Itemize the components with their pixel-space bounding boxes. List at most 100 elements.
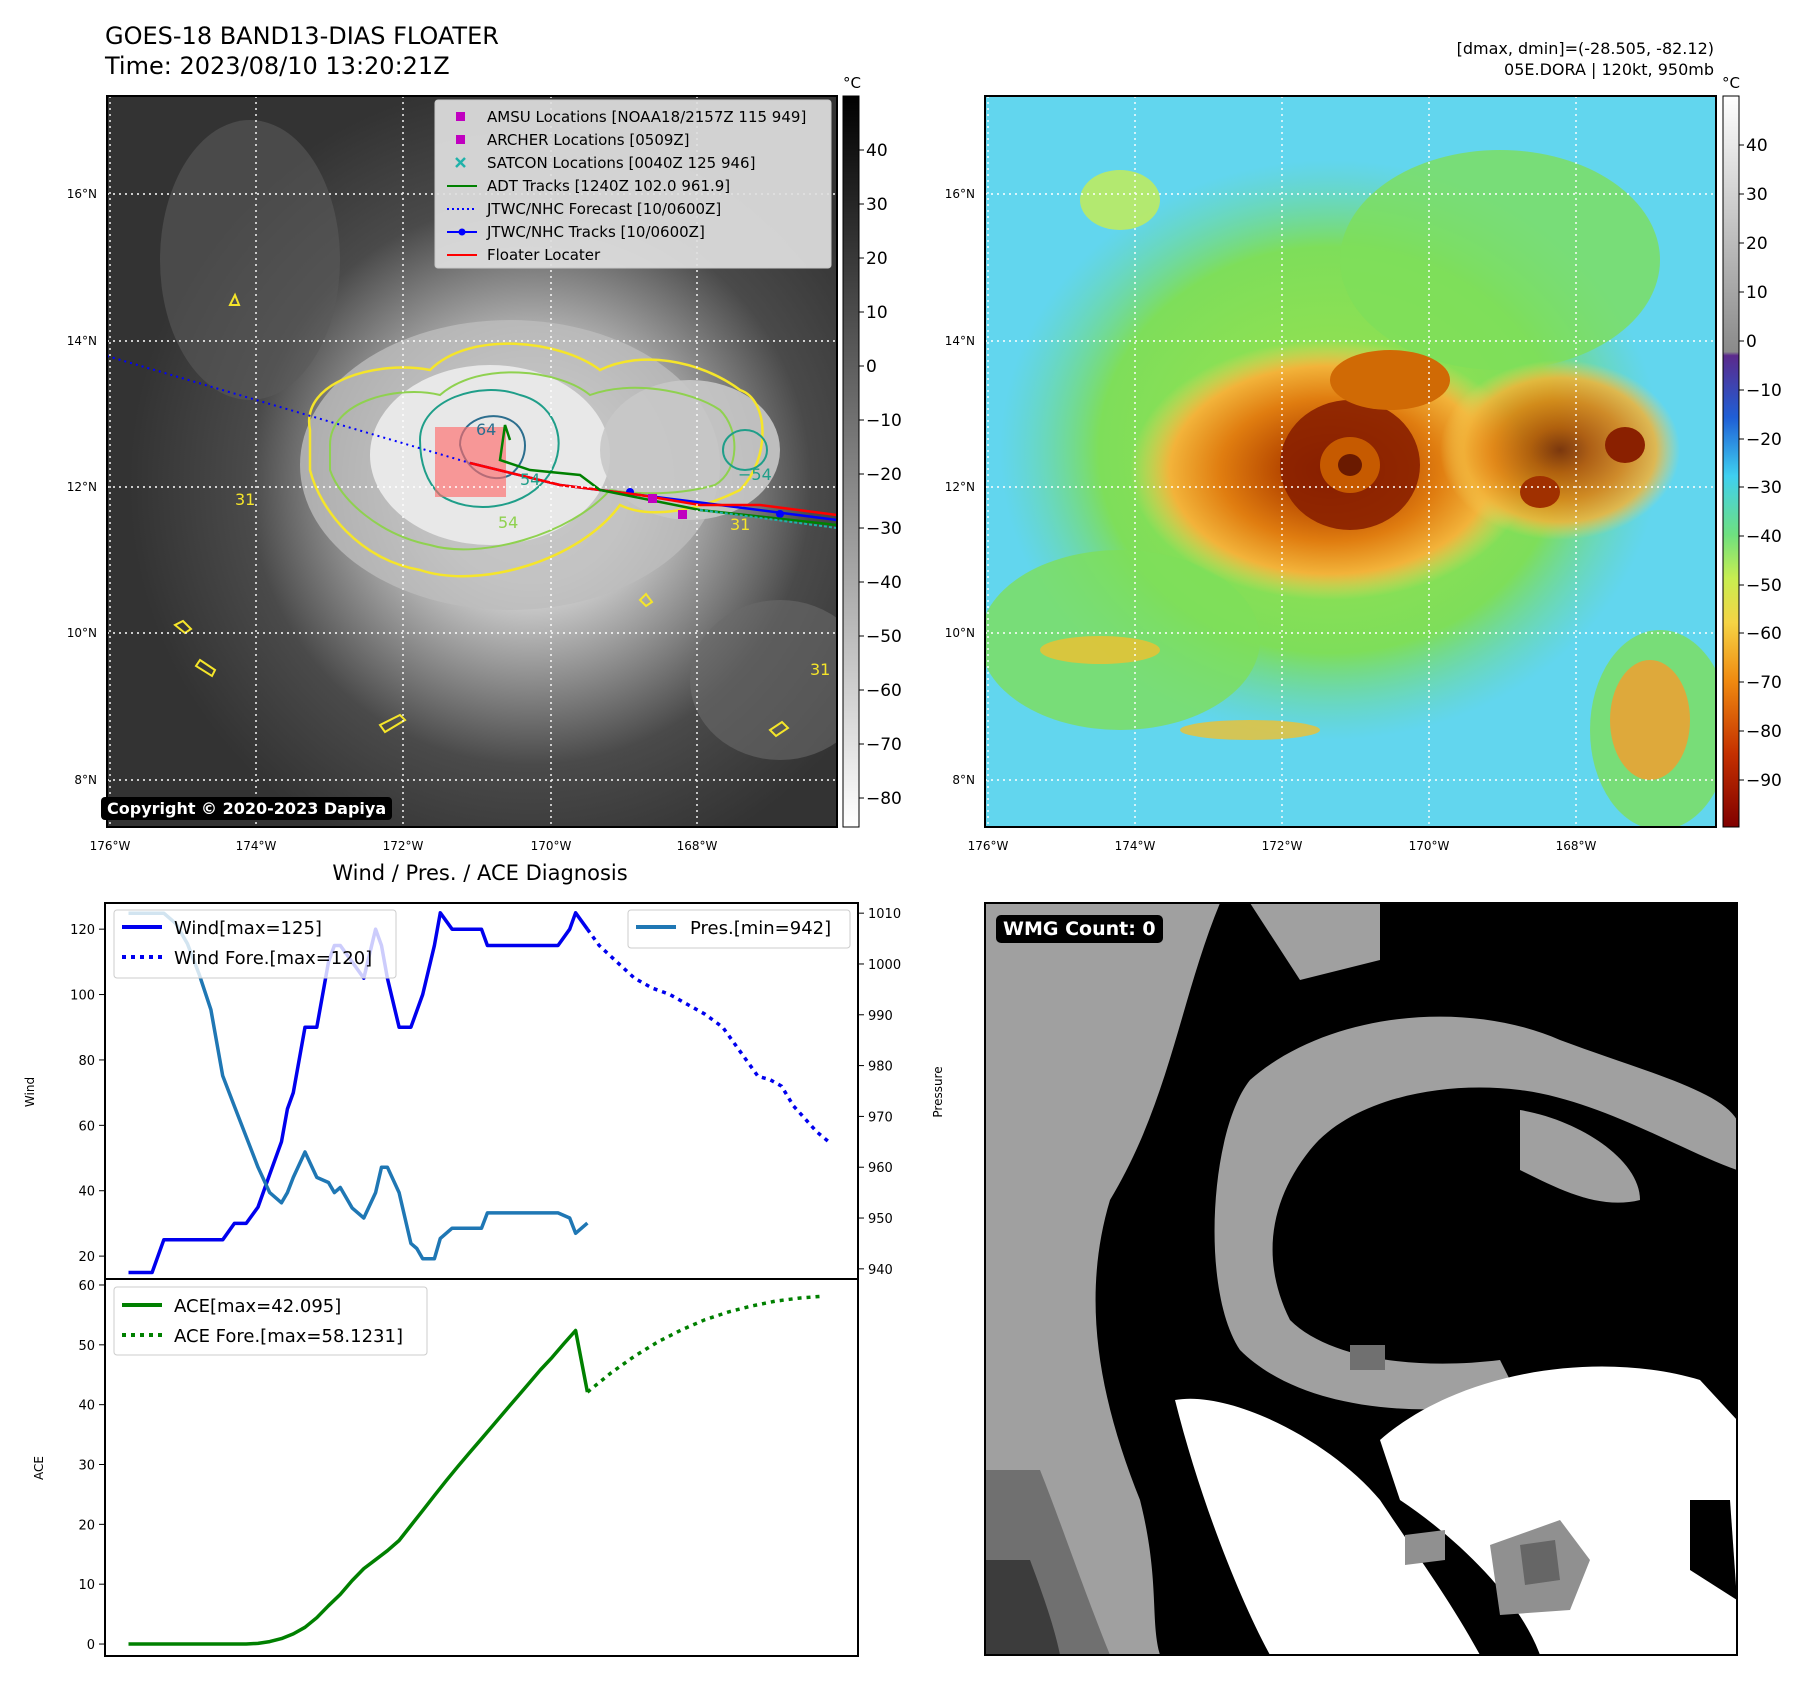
figure-time: Time: 2023/08/10 13:20:21Z <box>104 52 450 80</box>
figure-title: GOES-18 BAND13-DIAS FLOATER <box>105 22 499 50</box>
amsu-marker <box>648 494 657 503</box>
square-marker-icon <box>456 112 465 121</box>
pressure-tick-label: 940 <box>868 1263 893 1278</box>
pressure-tick-label: 990 <box>868 1009 893 1024</box>
enhanced-colorbar-tick-label: −70 <box>1746 673 1782 693</box>
ace-legend: ACE[max=42.095] ACE Fore.[max=58.1231] <box>113 1286 428 1356</box>
latitude-tick-label: 10°N <box>945 626 975 640</box>
longitude-tick-label: 174°W <box>236 839 277 853</box>
enhanced-colorbar-tick-label: 10 <box>1746 283 1768 303</box>
contour-label: 54 <box>498 513 518 532</box>
square-marker-icon <box>456 135 465 144</box>
pressure-tick-label: 950 <box>868 1212 893 1227</box>
contour-label: 54 <box>520 470 540 489</box>
copyright-badge: Copyright © 2020-2023 Dapiya <box>101 797 393 820</box>
enhanced-colorbar-unit: °C <box>1722 74 1740 92</box>
latitude-tick-label: 14°N <box>67 334 97 348</box>
ace-forecast-legend-label: ACE Fore.[max=58.1231] <box>174 1326 403 1347</box>
longitude-tick-label: 176°W <box>968 839 1009 853</box>
enhanced-colorbar-tick-label: 0 <box>1746 332 1757 352</box>
map-legend-label: AMSU Locations [NOAA18/2157Z 115 949] <box>487 108 806 126</box>
enhanced-colorbar-tick-label: −30 <box>1746 478 1782 498</box>
latitude-tick-label: 10°N <box>67 626 97 640</box>
latitude-tick-label: 16°N <box>945 187 975 201</box>
map-legend-label: JTWC/NHC Tracks [10/0600Z] <box>486 223 705 241</box>
ir-colorbar-tick-label: −50 <box>866 627 902 647</box>
diagnosis-chart: Wind / Pres. / ACE Diagnosis Wind Pressu… <box>23 861 945 1657</box>
ir-map-axis-labels: 176°W 174°W 172°W 170°W 168°W 16°N 14°N 12°N 10°… <box>67 187 718 853</box>
archer-marker <box>678 510 687 519</box>
ir-colorbar-tick-label: 40 <box>866 141 888 161</box>
pressure-legend-label: Pres.[min=942] <box>690 918 831 939</box>
pressure-axis-label: Pressure <box>931 1066 945 1117</box>
enhanced-colorbar-tick-label: 20 <box>1746 234 1768 254</box>
map-legend-label: SATCON Locations [0040Z 125 946] <box>487 154 755 172</box>
ir-colorbar-tick-label: −40 <box>866 573 902 593</box>
map-legend-label: ARCHER Locations [0509Z] <box>487 131 690 149</box>
header: GOES-18 BAND13-DIAS FLOATER Time: 2023/0… <box>104 22 1714 80</box>
ace-forecast-series-line <box>586 1294 823 1394</box>
ace-series-line <box>128 1328 590 1646</box>
ir-colorbar-tick-label: 20 <box>866 249 888 269</box>
pressure-series-line <box>128 911 589 1261</box>
enhanced-map-image <box>985 96 1716 827</box>
wind-legend-label: Wind[max=125] <box>174 918 322 939</box>
chart-title: Wind / Pres. / ACE Diagnosis <box>332 861 627 885</box>
enhanced-colorbar-tick-label: −60 <box>1746 624 1782 644</box>
ace-tick-label: 0 <box>87 1638 95 1653</box>
map-legend-label: Floater Locater <box>487 246 601 264</box>
longitude-tick-label: 174°W <box>1115 839 1156 853</box>
contour-label: 31 <box>810 660 830 679</box>
enhanced-map-frame <box>984 95 1717 828</box>
enhanced-map-gridlines <box>985 96 1716 827</box>
contour-label: 64 <box>476 420 496 439</box>
ir-colorbar-tick-label: −30 <box>866 519 902 539</box>
wmg-frame <box>984 902 1738 1656</box>
ace-legend-label: ACE[max=42.095] <box>174 1296 341 1317</box>
wind-forecast-legend-label: Wind Fore.[max=120] <box>174 948 372 969</box>
pressure-tick-label: 970 <box>868 1110 893 1125</box>
ace-axes <box>104 1278 859 1657</box>
enhanced-map-axis-labels: 176°W 174°W 172°W 170°W 168°W 16°N 14°N 12°N 10°… <box>945 187 1597 853</box>
enhanced-colorbar: °C 40 30 20 10 0 −10 −20 −30 −40 −50 −60 −70 −80 −90 <box>1722 74 1782 828</box>
wind-tick-label: 80 <box>78 1054 95 1069</box>
contour-label: 31 <box>730 515 750 534</box>
wind-legend: Wind[max=125] Wind Fore.[max=120] <box>113 909 397 979</box>
latitude-tick-label: 12°N <box>67 480 97 494</box>
pressure-tick-label: 1000 <box>868 958 901 973</box>
ir-colorbar-tick-label: −70 <box>866 735 902 755</box>
ace-tick-label: 20 <box>78 1518 95 1533</box>
wind-tick-label: 20 <box>78 1250 95 1265</box>
wind-tick-label: 120 <box>70 923 95 938</box>
wind-forecast-series-line <box>585 928 830 1144</box>
enhanced-map-panel: 176°W 174°W 172°W 170°W 168°W16°N14°N12°N10°… <box>945 74 1782 853</box>
ace-tick-label: 10 <box>78 1578 95 1593</box>
dmax-dmin-readout: [dmax, dmin]=(-28.505, -82.12) <box>1457 39 1714 58</box>
latitude-tick-label: 12°N <box>945 480 975 494</box>
enhanced-colorbar-tick-label: −40 <box>1746 527 1782 547</box>
enhanced-colorbar-tick-label: −80 <box>1746 722 1782 742</box>
pressure-legend: Pres.[min=942] <box>627 909 851 949</box>
ir-colorbar-tick-label: 0 <box>866 357 877 377</box>
enhanced-colorbar-tick-label: −10 <box>1746 381 1782 401</box>
wind-tick-label: 40 <box>78 1185 95 1200</box>
ace-axis-label: ACE <box>32 1456 46 1480</box>
contour-label: 31 <box>235 490 255 509</box>
latitude-tick-label: 8°N <box>952 773 975 787</box>
ir-map-panel: 64 54 54 31 31 31 −54 176°W 174°W 172°W 170… <box>67 74 902 853</box>
longitude-tick-label: 170°W <box>1409 839 1450 853</box>
enhanced-colorbar-tick-label: −20 <box>1746 430 1782 450</box>
ir-colorbar: °C 40 30 20 10 0 −10 −20 −30 −40 −50 −60 −70 −80 <box>842 74 902 828</box>
wind-tick-label: 100 <box>70 989 95 1004</box>
storm-info: 05E.DORA | 120kt, 950mb <box>1504 60 1714 79</box>
ir-colorbar-tick-label: −60 <box>866 681 902 701</box>
enhanced-colorbar-tick-label: −50 <box>1746 576 1782 596</box>
latitude-tick-label: 14°N <box>945 334 975 348</box>
ir-map-frame <box>106 95 838 828</box>
ace-tick-label: 60 <box>78 1279 95 1294</box>
adt-track <box>498 424 837 527</box>
ace-tick-label: 50 <box>78 1339 95 1354</box>
ir-colorbar-tick-label: 30 <box>866 195 888 215</box>
wmg-image <box>985 903 1737 1655</box>
latitude-tick-label: 16°N <box>67 187 97 201</box>
